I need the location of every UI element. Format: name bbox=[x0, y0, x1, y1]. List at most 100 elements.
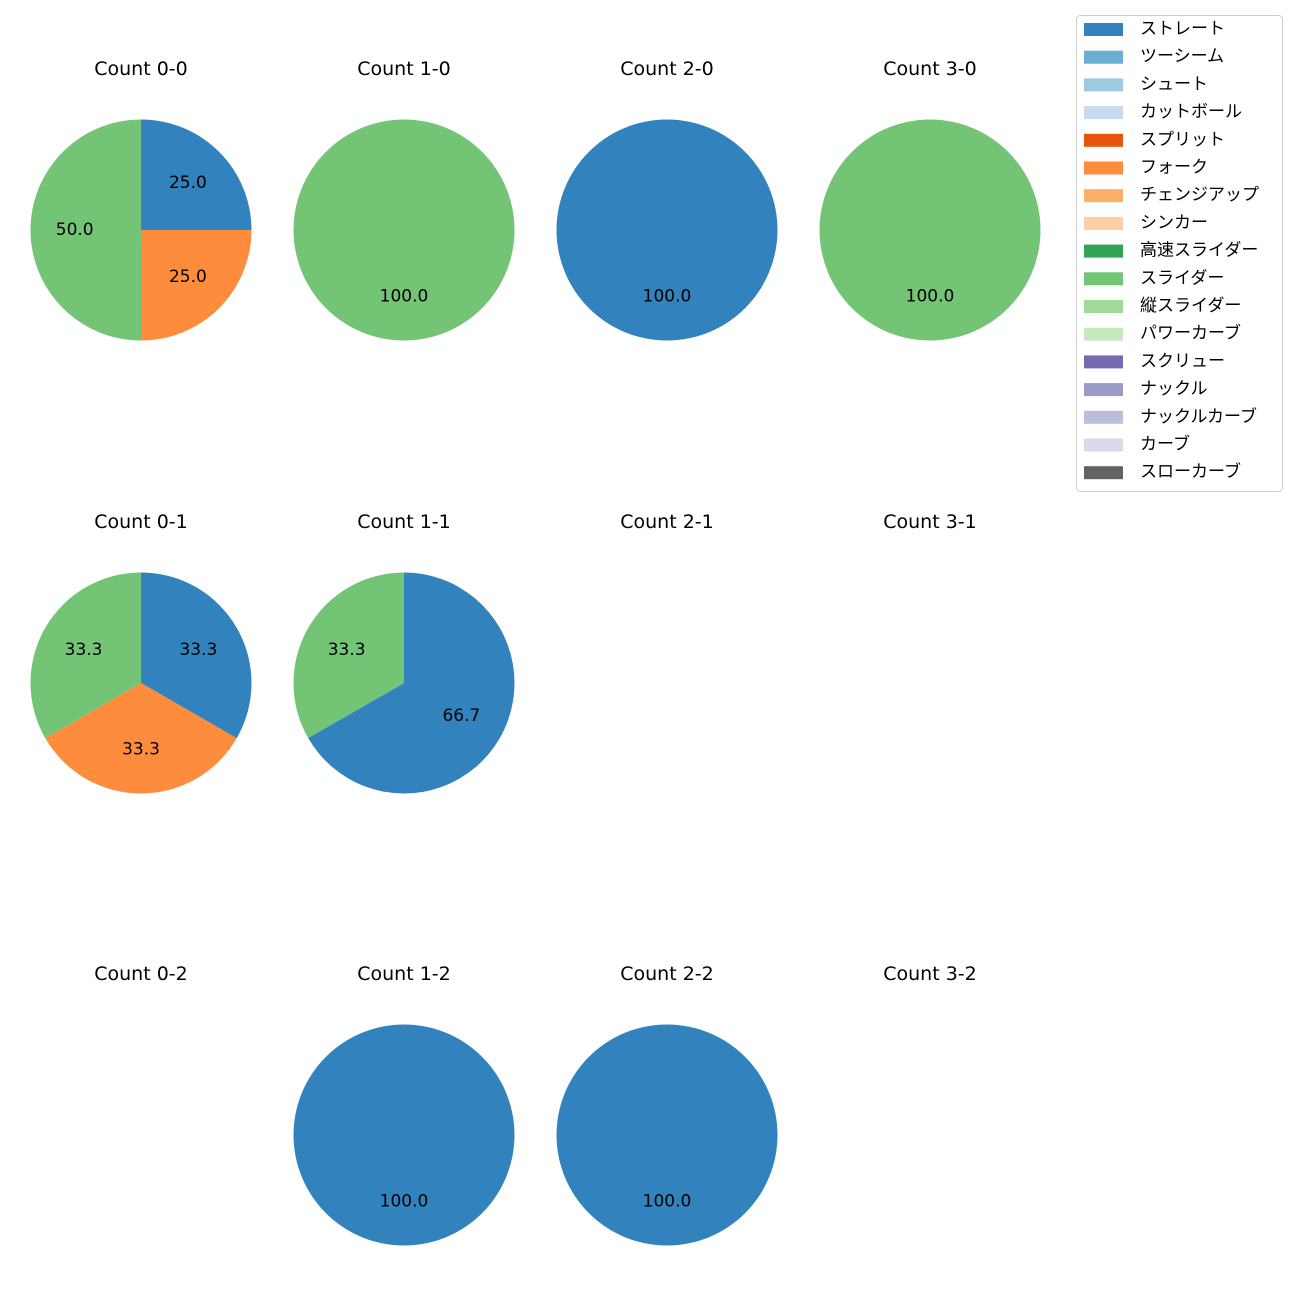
legend-label: シュート bbox=[1140, 74, 1208, 94]
legend-entry: ナックルカーブ bbox=[1084, 406, 1257, 427]
pie-count-3-2: Count 3-2 bbox=[883, 963, 977, 985]
pie-slice-label: 100.0 bbox=[906, 286, 955, 306]
pie-title: Count 0-1 bbox=[94, 511, 188, 533]
legend-entry: シンカー bbox=[1084, 213, 1208, 233]
legend-label: スローカーブ bbox=[1140, 461, 1241, 482]
pie-slice bbox=[30, 572, 142, 739]
legend-swatch bbox=[1084, 78, 1123, 92]
legend-label: カットボール bbox=[1140, 102, 1242, 122]
pie-slice bbox=[293, 119, 515, 341]
pie-slice-label: 33.3 bbox=[122, 739, 160, 759]
pie-title: Count 2-1 bbox=[620, 511, 714, 533]
legend-label: シンカー bbox=[1140, 213, 1208, 233]
legend-swatch bbox=[1084, 23, 1123, 36]
pie-count-1-1: Count 1-1 66.7 33.3 bbox=[293, 511, 515, 794]
legend-label: ストレート bbox=[1140, 19, 1225, 39]
pie-title: Count 1-0 bbox=[357, 58, 451, 80]
legend-swatch bbox=[1084, 410, 1123, 424]
legend-label: スクリュー bbox=[1140, 351, 1225, 371]
legend-label: スプリット bbox=[1140, 130, 1225, 150]
pie-slice-label: 100.0 bbox=[643, 1191, 692, 1211]
legend-label: ナックル bbox=[1140, 379, 1208, 399]
legend-swatch bbox=[1084, 161, 1123, 175]
legend-label: スライダー bbox=[1140, 268, 1224, 288]
pie-count-2-2: Count 2-2 100.0 bbox=[556, 963, 778, 1246]
legend-label: 高速スライダー bbox=[1140, 241, 1258, 261]
pie-count-2-1: Count 2-1 bbox=[620, 511, 714, 533]
legend-entry: 高速スライダー bbox=[1084, 241, 1258, 261]
pie-slice-label: 33.3 bbox=[65, 640, 103, 660]
pie-count-0-1: Count 0-1 33.3 33.3 33.3 bbox=[30, 511, 252, 794]
legend-entry: カットボール bbox=[1084, 102, 1242, 122]
pie-count-1-0: Count 1-0 100.0 bbox=[293, 58, 515, 341]
legend-swatch bbox=[1084, 466, 1123, 480]
pie-title: Count 2-0 bbox=[620, 58, 714, 80]
legend-swatch bbox=[1084, 133, 1123, 147]
legend-label: 縦スライダー bbox=[1140, 296, 1241, 316]
legend-swatch bbox=[1084, 244, 1123, 258]
pie-title: Count 3-1 bbox=[883, 511, 977, 533]
pie-slice bbox=[293, 572, 404, 739]
pie-slice bbox=[141, 119, 252, 230]
pie-slice-label: 33.3 bbox=[328, 640, 366, 660]
pie-count-0-0: Count 0-0 25.0 25.0 50.0 bbox=[30, 58, 252, 341]
legend-frame bbox=[1076, 15, 1283, 492]
pie-count-2-0: Count 2-0 100.0 bbox=[556, 58, 778, 341]
legend-swatch bbox=[1084, 50, 1123, 64]
legend-entry: ストレート bbox=[1084, 19, 1225, 39]
pie-count-1-2: Count 1-2 100.0 bbox=[293, 963, 515, 1246]
pie-title: Count 1-1 bbox=[357, 511, 451, 533]
pie-slice-label: 33.3 bbox=[179, 640, 217, 660]
pie-count-3-0: Count 3-0 100.0 bbox=[819, 58, 1041, 341]
pie-title: Count 0-0 bbox=[94, 58, 188, 80]
pie-slice bbox=[556, 119, 778, 341]
legend-label: カーブ bbox=[1140, 434, 1190, 455]
pie-slice-label: 66.7 bbox=[442, 706, 480, 726]
legend-label: ナックルカーブ bbox=[1140, 406, 1257, 427]
pie-count-0-2: Count 0-2 bbox=[94, 963, 188, 985]
legend-swatch bbox=[1084, 216, 1123, 230]
legend-swatch bbox=[1084, 327, 1123, 341]
legend-entry: ツーシーム bbox=[1084, 47, 1224, 67]
legend-swatch bbox=[1084, 272, 1123, 286]
pie-title: Count 0-2 bbox=[94, 963, 188, 985]
legend-swatch bbox=[1084, 189, 1123, 203]
legend-label: ツーシーム bbox=[1140, 47, 1224, 67]
pie-count-3-1: Count 3-1 bbox=[883, 511, 977, 533]
legend-entry: ナックル bbox=[1084, 379, 1208, 399]
legend-label: チェンジアップ bbox=[1140, 185, 1259, 205]
pie-slice-label: 100.0 bbox=[380, 1191, 429, 1211]
legend-swatch bbox=[1084, 106, 1123, 120]
legend-entry: 縦スライダー bbox=[1084, 296, 1241, 316]
legend-label: フォーク bbox=[1140, 158, 1208, 178]
legend-label: パワーカーブ bbox=[1140, 323, 1241, 344]
pie-title: Count 2-2 bbox=[620, 963, 714, 985]
legend-entry: スライダー bbox=[1084, 268, 1224, 288]
pie-slice-label: 100.0 bbox=[380, 286, 429, 306]
legend-swatch bbox=[1084, 355, 1123, 369]
pie-slice bbox=[819, 119, 1041, 341]
pie-slice bbox=[293, 1024, 515, 1246]
legend-entry: カーブ bbox=[1084, 434, 1190, 455]
legend-entry: スプリット bbox=[1084, 130, 1225, 150]
pie-title: Count 1-2 bbox=[357, 963, 451, 985]
pie-slice bbox=[308, 572, 515, 794]
legend-entry: チェンジアップ bbox=[1084, 185, 1259, 205]
legend-swatch bbox=[1084, 300, 1123, 313]
legend: ストレートツーシームシュートカットボールスプリットフォークチェンジアップシンカー… bbox=[1076, 15, 1283, 492]
legend-entry: スクリュー bbox=[1084, 351, 1225, 371]
legend-swatch bbox=[1084, 438, 1123, 452]
legend-entry: フォーク bbox=[1084, 158, 1208, 178]
legend-entry: スローカーブ bbox=[1084, 461, 1241, 482]
pie-slice-label: 50.0 bbox=[56, 220, 94, 240]
pie-slice bbox=[30, 119, 142, 341]
legend-entry: パワーカーブ bbox=[1084, 323, 1241, 344]
pie-slice-label: 100.0 bbox=[643, 286, 692, 306]
pie-slice bbox=[45, 683, 237, 794]
pie-slice-label: 25.0 bbox=[169, 267, 207, 287]
pie-slice bbox=[141, 230, 252, 341]
legend-entry: シュート bbox=[1084, 74, 1208, 94]
pie-slice bbox=[556, 1024, 778, 1246]
